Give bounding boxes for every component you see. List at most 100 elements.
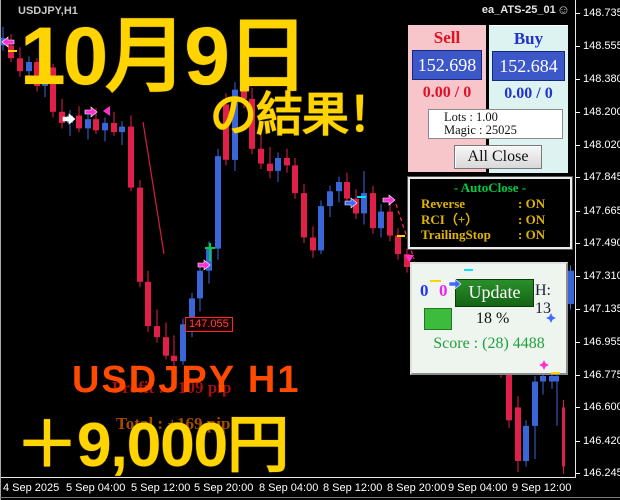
candle-body (26, 62, 32, 72)
progress-box (424, 308, 452, 330)
candle-body (515, 407, 521, 461)
candle-body (145, 281, 151, 327)
profit-note-text: Profit : +109 pip (112, 378, 232, 397)
price-axis-line (575, 0, 576, 478)
candle-body (301, 193, 307, 238)
sell-label: Sell (433, 28, 461, 47)
price-axis-tick (576, 79, 580, 80)
candle-body (395, 235, 401, 255)
magic-line: Magic : 25025 (444, 123, 517, 137)
price-axis-label: 147.135 (583, 303, 620, 315)
candle-body (189, 298, 195, 325)
h-value-label: H: 13 (535, 282, 551, 317)
candle-body (549, 376, 555, 382)
candle-body (370, 193, 376, 229)
ea-smiley-icon: ☺ (556, 2, 570, 17)
candle-body (50, 67, 56, 112)
candle-body (197, 270, 203, 299)
candle-body (42, 76, 48, 86)
candle-body (17, 58, 23, 72)
candle-body (275, 158, 281, 171)
symbol-overlay-text: USDJPY H1 (72, 359, 301, 401)
autoclose-title: - AutoClose - (453, 180, 527, 195)
candle-body (532, 381, 538, 426)
autoclose-panel: - AutoClose - Reverse : ON RCI（+） : ON T… (407, 176, 573, 250)
score-label: Score : (28) 4488 (433, 335, 545, 352)
window-left-edge (0, 0, 1, 500)
price-axis-label: 147.490 (583, 237, 620, 249)
trend-line (142, 121, 165, 255)
price-axis-label: 146.955 (583, 336, 620, 348)
candle-body (232, 89, 238, 160)
lots-line: Lots : 1.00 (444, 110, 498, 124)
time-axis-label: 5 Sep 12:00 (131, 482, 191, 494)
candle-body (85, 119, 91, 129)
update-button[interactable]: Update (455, 279, 534, 307)
candle-body (310, 237, 316, 251)
all-close-button[interactable]: All Close (454, 145, 542, 169)
price-axis-tick (576, 309, 580, 310)
candle-body (206, 248, 212, 271)
price-axis-label: 146.600 (583, 401, 620, 413)
candle-body (180, 324, 186, 362)
candle-body (137, 187, 143, 282)
status-panel: 0 0 Update H: 13 18 % Score : (28) 4488 (410, 262, 568, 375)
trend-line (395, 203, 415, 260)
autoclose-row-reverse: Reverse : ON (421, 196, 546, 211)
trade-panel: Sell 152.698 0.00 / 0 Buy 152.684 0.00 /… (408, 25, 568, 173)
time-axis-label: 5 Sep 04:00 (66, 482, 126, 494)
price-axis-tick (576, 177, 580, 178)
time-axis-label: 4 Sep 2025 (3, 482, 60, 494)
candle-body (8, 45, 14, 59)
buy-stats: 0.00 / 0 (504, 85, 553, 102)
candle-body (171, 355, 177, 362)
lots-magic-box: Lots : 1.00 Magic : 25025 (428, 109, 563, 139)
time-axis-label: 9 Sep 04:00 (448, 482, 508, 494)
candle-body (93, 119, 99, 131)
time-axis-label: 9 Sep 12:00 (512, 482, 572, 494)
candle-body (119, 126, 125, 133)
buy-label: Buy (513, 29, 544, 48)
autoclose-row-trailingstop: TrailingStop : ON (421, 227, 546, 242)
price-axis-label: 146.420 (583, 435, 620, 447)
candle-body (506, 372, 512, 421)
time-axis[interactable]: 4 Sep 2025 5 Sep 04:00 5 Sep 12:00 5 Sep 20… (0, 480, 620, 498)
headline-date-text: 10月9日 (20, 11, 309, 102)
total-note-text: Total : +169 pip (116, 414, 231, 433)
candle-body (284, 158, 290, 166)
price-axis[interactable]: 148.735 148.555 148.380 148.200 148.020 147.8… (576, 0, 620, 479)
buy-column: Buy 152.684 0.00 / 0 (489, 25, 568, 173)
price-axis-label: 148.735 (583, 7, 620, 19)
time-axis-label: 8 Sep 12:00 (323, 482, 383, 494)
window-bottom-edge (0, 497, 620, 498)
time-axis-label: 5 Sep 20:00 (194, 482, 254, 494)
price-axis-tick (576, 211, 580, 212)
price-axis-tick (576, 473, 580, 474)
candle-body (336, 182, 342, 192)
price-axis-tick (576, 112, 580, 113)
candle-body (34, 62, 40, 86)
price-axis-label: 148.555 (583, 40, 620, 52)
price-axis-tick (576, 243, 580, 244)
candle-body (102, 122, 108, 131)
price-axis-label: 147.310 (583, 270, 620, 282)
candle-body (562, 407, 565, 467)
buy-price-button[interactable]: 152.684 (492, 51, 565, 81)
candle-body (378, 211, 384, 229)
candle-body (318, 206, 324, 251)
price-axis-label: 148.020 (583, 139, 620, 151)
sell-column: Sell 152.698 0.00 / 0 (408, 25, 486, 172)
sell-price-button[interactable]: 152.698 (412, 50, 482, 80)
candle-body (1, 37, 5, 46)
percent-label: 18 % (476, 310, 510, 327)
price-axis-label: 148.200 (583, 106, 620, 118)
candle-body (215, 156, 221, 249)
candle-body (154, 326, 160, 338)
candle-body (361, 193, 367, 214)
time-axis-label: 8 Sep 04:00 (259, 482, 319, 494)
amount-overlay-text: ＋9,000円 (16, 411, 289, 480)
candle-body (241, 89, 247, 99)
candle-body (59, 111, 65, 123)
price-axis-label: 146.245 (583, 467, 620, 479)
